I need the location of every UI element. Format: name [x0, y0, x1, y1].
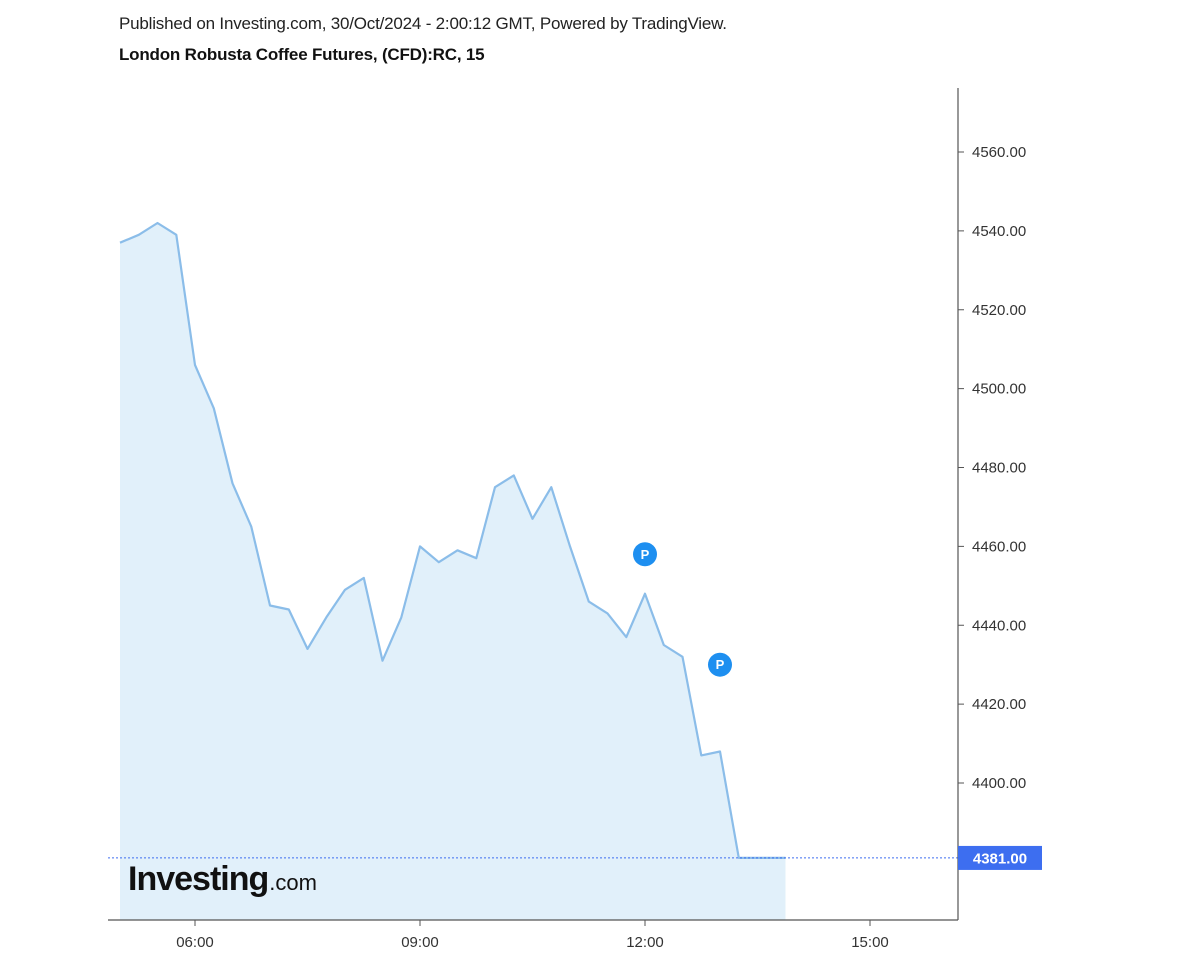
x-tick-label: 09:00 [401, 934, 439, 951]
y-tick-label: 4540.00 [972, 223, 1026, 240]
logo-suffix: .com [269, 870, 317, 895]
last-price-label: 4381.00 [973, 850, 1027, 867]
y-tick-label: 4560.00 [972, 144, 1026, 161]
x-tick-label: 06:00 [176, 934, 214, 951]
y-tick-label: 4400.00 [972, 775, 1026, 792]
event-marker[interactable] [633, 542, 657, 567]
chart-title: London Robusta Coffee Futures, (CFD):RC,… [119, 45, 485, 64]
y-tick-label: 4500.00 [972, 381, 1026, 398]
y-tick-label: 4520.00 [972, 302, 1026, 319]
event-marker-label: P [716, 657, 725, 672]
event-marker-label: P [641, 547, 650, 562]
series-area-fill [120, 223, 786, 920]
logo-brand: Investing [128, 860, 269, 898]
x-tick-label: 15:00 [851, 934, 889, 951]
chart-header: Published on Investing.com, 30/Oct/2024 … [119, 14, 727, 65]
last-price-badge [958, 845, 1042, 870]
series-line [119, 221, 786, 859]
y-tick-label: 4480.00 [972, 460, 1026, 477]
y-tick-label: 4420.00 [972, 696, 1026, 713]
y-tick-label: 4460.00 [972, 538, 1026, 555]
y-tick-label: 4440.00 [972, 617, 1026, 634]
investing-logo: Investing .com [128, 860, 317, 899]
event-marker[interactable] [708, 652, 732, 677]
published-note: Published on Investing.com, 30/Oct/2024 … [119, 14, 727, 33]
x-tick-label: 12:00 [626, 934, 664, 951]
